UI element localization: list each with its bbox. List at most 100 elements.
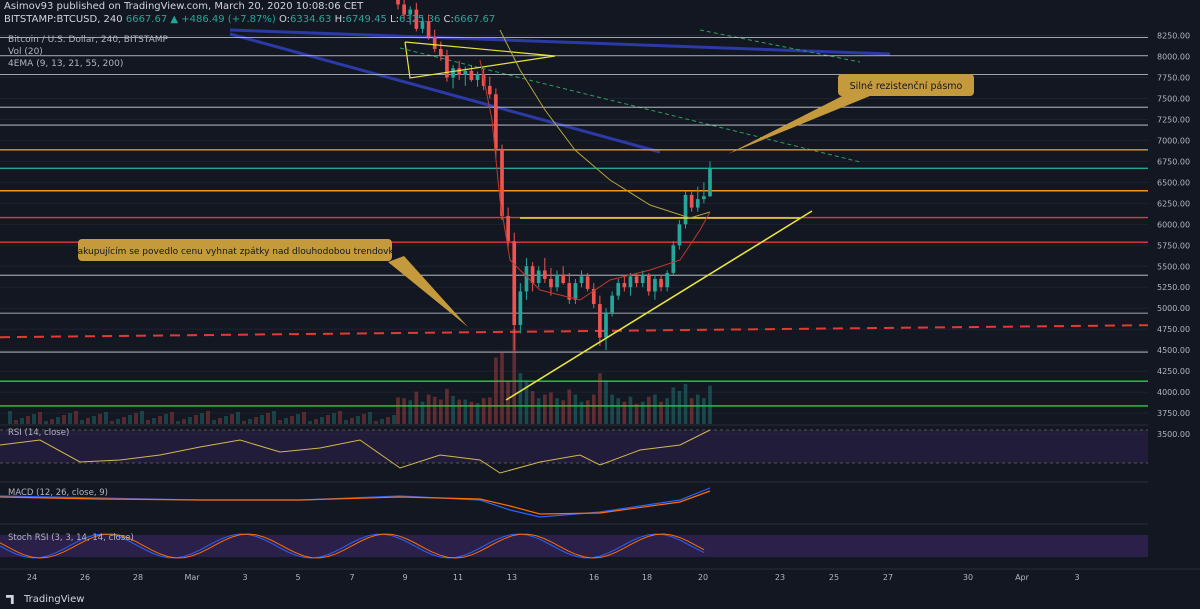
tradingview-logo[interactable]: TradingView bbox=[6, 594, 84, 605]
published-line: Asimov93 published on TradingView.com, M… bbox=[4, 1, 364, 12]
volume-bar bbox=[622, 401, 627, 424]
volume-bar bbox=[542, 394, 547, 424]
volume-bar bbox=[579, 401, 584, 424]
volume-bar bbox=[116, 419, 120, 424]
price-tick-label: 4750.00 bbox=[1157, 325, 1190, 334]
volume-bar bbox=[344, 420, 348, 424]
volume-bar bbox=[98, 414, 102, 424]
symbol[interactable]: BITSTAMP:BTCUSD, 240 bbox=[4, 14, 123, 25]
volume-bar bbox=[640, 401, 645, 424]
volume-bar bbox=[386, 417, 390, 424]
volume-bar bbox=[50, 419, 54, 424]
candle-body bbox=[518, 291, 523, 325]
volume-bar bbox=[164, 414, 168, 424]
candle-body bbox=[555, 274, 559, 288]
time-tick-label: 5 bbox=[295, 573, 300, 582]
volume-bar bbox=[332, 413, 336, 424]
volume-bar bbox=[74, 411, 78, 424]
ascending-trendline bbox=[505, 210, 813, 401]
resistance-callout-pointer bbox=[728, 86, 870, 154]
volume-bar bbox=[128, 415, 132, 424]
time-tick-label: Apr bbox=[1015, 573, 1030, 582]
candle-body bbox=[653, 278, 657, 292]
candle-body bbox=[469, 70, 474, 81]
time-tick-label: 25 bbox=[829, 573, 839, 582]
volume-bar bbox=[338, 411, 342, 424]
candle-body bbox=[524, 266, 529, 292]
ema-legend: 4EMA (9, 13, 21, 55, 200) bbox=[8, 59, 124, 69]
volume-bar bbox=[634, 403, 639, 424]
volume-bar bbox=[426, 394, 431, 424]
candle-body bbox=[689, 194, 694, 208]
volume-bar bbox=[362, 414, 366, 424]
volume-bar bbox=[487, 397, 492, 424]
candle-body bbox=[451, 68, 455, 78]
volume-bar bbox=[628, 396, 633, 424]
open-label: O: bbox=[278, 14, 291, 25]
candle-body bbox=[610, 295, 614, 313]
price-tick-label: 6000.00 bbox=[1157, 220, 1190, 229]
time-tick-label: 13 bbox=[507, 573, 517, 582]
time-tick-label: Mar bbox=[184, 573, 200, 582]
volume-bar bbox=[254, 417, 258, 424]
volume-bar bbox=[110, 421, 114, 424]
rsi-line bbox=[0, 429, 711, 474]
high-label: H: bbox=[334, 14, 346, 25]
low-label: L: bbox=[390, 14, 399, 25]
price-tick-label: 4250.00 bbox=[1157, 367, 1190, 376]
ema-200-line bbox=[499, 29, 711, 219]
candle-body bbox=[561, 274, 566, 284]
price-tick-label: 3750.00 bbox=[1157, 409, 1190, 418]
volume-bar bbox=[224, 416, 228, 424]
candle-body bbox=[475, 74, 480, 81]
volume-bar bbox=[242, 421, 246, 424]
price-tick-label: 7250.00 bbox=[1157, 115, 1190, 124]
volume-bar bbox=[212, 420, 216, 424]
volume-bar bbox=[284, 418, 288, 424]
channel-upper-line bbox=[229, 28, 891, 56]
volume-bar bbox=[702, 398, 706, 424]
candle-body bbox=[695, 199, 700, 208]
volume-bar bbox=[68, 413, 72, 424]
time-tick-label: 30 bbox=[963, 573, 973, 582]
volume-bar bbox=[408, 400, 413, 424]
volume-bar bbox=[32, 414, 36, 424]
volume-bar bbox=[512, 329, 517, 424]
volume-bar bbox=[176, 421, 180, 424]
volume-bar bbox=[218, 418, 222, 424]
candle-body bbox=[457, 68, 462, 75]
volume-bar bbox=[549, 392, 553, 424]
volume-bar bbox=[518, 373, 523, 424]
candle-body bbox=[487, 85, 492, 95]
volume-bar bbox=[86, 418, 90, 424]
price-tick-label: 7500.00 bbox=[1157, 94, 1190, 103]
volume-bar bbox=[314, 419, 318, 424]
candle-body bbox=[530, 266, 535, 284]
volume-bar bbox=[350, 418, 354, 424]
volume-bar bbox=[380, 419, 384, 424]
time-tick-label: 24 bbox=[27, 573, 37, 582]
volume-bars bbox=[8, 329, 712, 424]
volume-bar bbox=[236, 412, 240, 424]
candle-body bbox=[408, 9, 413, 15]
stoch-k-line bbox=[0, 533, 705, 559]
volume-bar bbox=[248, 419, 252, 424]
volume-bar bbox=[266, 413, 270, 424]
candle-body bbox=[402, 4, 406, 15]
rsi-band bbox=[0, 430, 1148, 463]
time-tick-label: 28 bbox=[133, 573, 143, 582]
time-tick-label: 9 bbox=[402, 573, 407, 582]
price-tick-label: 5000.00 bbox=[1157, 304, 1190, 313]
macd-title: MACD (12, 26, close, 9) bbox=[8, 488, 108, 498]
volume-bar bbox=[20, 418, 24, 424]
candle-body bbox=[646, 274, 651, 292]
volume-bar bbox=[555, 398, 559, 424]
volume-bar bbox=[152, 418, 156, 424]
volume-bar bbox=[320, 417, 324, 424]
candle-body bbox=[426, 21, 431, 38]
buyers-callout: Nakupujícím se povedlo cenu vyhnat zpátk… bbox=[71, 239, 468, 327]
price-tick-label: 7000.00 bbox=[1157, 136, 1190, 145]
volume-bar bbox=[671, 387, 676, 424]
volume-bar bbox=[432, 396, 437, 424]
